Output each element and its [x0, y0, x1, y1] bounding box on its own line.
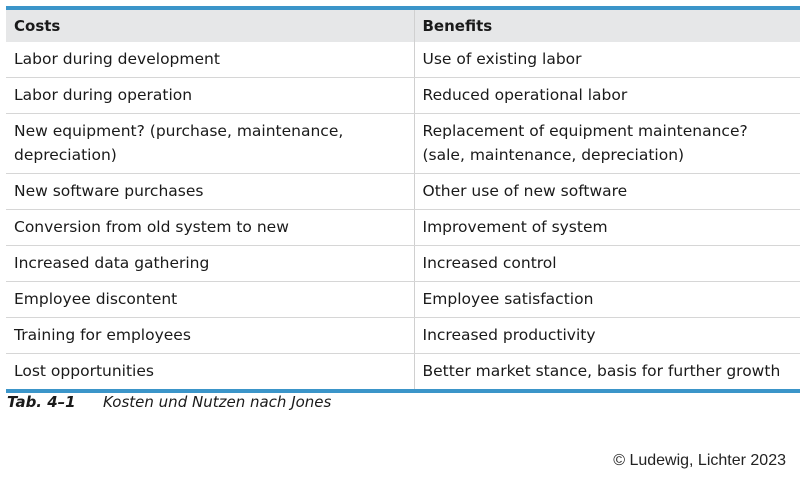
- table-row: Labor during operation Reduced operation…: [6, 77, 800, 114]
- cost-cell: Employee discontent: [6, 281, 414, 318]
- cost-cell: Increased data gathering: [6, 245, 414, 282]
- benefit-cell: Employee satisfaction: [413, 281, 800, 318]
- table-row: Training for employees Increased product…: [6, 317, 800, 354]
- cost-cell: New equipment? (purchase, maintenance, d…: [6, 113, 414, 174]
- table-row: Employee discontent Employee satisfactio…: [6, 281, 800, 318]
- benefit-cell: Increased productivity: [413, 317, 800, 354]
- table-row: Lost opportunities Better market stance,…: [6, 353, 800, 389]
- header-row: Costs Benefits: [6, 10, 800, 42]
- table-row: New software purchases Other use of new …: [6, 173, 800, 210]
- table: Costs Benefits Labor during development …: [6, 10, 800, 389]
- header-benefits: Benefits: [413, 10, 800, 42]
- table-row: New equipment? (purchase, maintenance, d…: [6, 113, 800, 174]
- table-row: Conversion from old system to new Improv…: [6, 209, 800, 246]
- table-row: Labor during development Use of existing…: [6, 42, 800, 78]
- table-row: Increased data gathering Increased contr…: [6, 245, 800, 282]
- cost-cell: Conversion from old system to new: [6, 209, 414, 246]
- cost-cell: Lost opportunities: [14, 362, 154, 380]
- cost-benefit-table: Costs Benefits Labor during development …: [6, 6, 800, 393]
- benefit-cell: Improvement of system: [413, 209, 800, 246]
- caption-label: Tab. 4–1: [7, 393, 76, 411]
- cost-cell: Labor during development: [6, 42, 414, 78]
- cost-cell: New software purchases: [6, 173, 414, 210]
- table-top-rule: [6, 6, 800, 10]
- cost-cell: Training for employees: [6, 317, 414, 354]
- caption-text: Kosten und Nutzen nach Jones: [103, 393, 332, 411]
- benefit-cell: Replacement of equipment maintenance? (s…: [413, 113, 800, 174]
- cost-cell: Labor during operation: [6, 77, 414, 114]
- benefit-cell: Other use of new software: [413, 173, 800, 210]
- table-caption: Tab. 4–1 Kosten und Nutzen nach Jones: [7, 393, 331, 411]
- benefit-cell: Reduced operational labor: [413, 77, 800, 114]
- header-costs: Costs: [6, 10, 414, 42]
- table-bottom-rule: [6, 389, 800, 393]
- benefit-cell: Use of existing labor: [413, 42, 800, 78]
- benefit-cell: Better market stance, basis for further …: [413, 353, 800, 389]
- copyright-notice: © Ludewig, Lichter 2023: [613, 452, 786, 469]
- benefit-cell: Increased control: [413, 245, 800, 282]
